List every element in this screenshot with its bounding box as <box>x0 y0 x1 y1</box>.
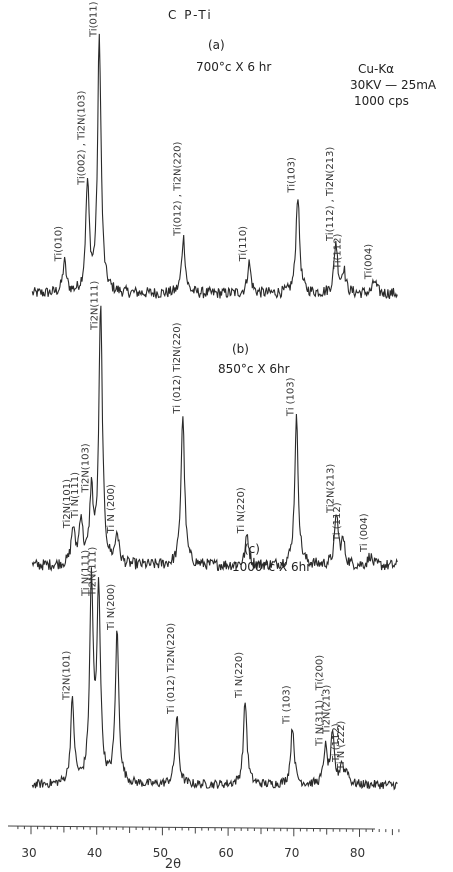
panel-a-condition: 700°c X 6 hr <box>196 60 272 74</box>
peak-label: Ti (103) <box>282 685 293 725</box>
peak-label: Ti (004) <box>359 513 370 553</box>
x-tick-label: 70 <box>284 846 299 860</box>
peak-label: Ti (112) <box>332 502 343 542</box>
x-tick-label: 40 <box>87 846 102 860</box>
material-title: C P-Ti <box>168 8 213 22</box>
x-tick-label: 80 <box>350 846 365 860</box>
panel-c-condition: 1000°c X 6hr <box>232 560 312 574</box>
peak-label: Ti(011) <box>88 1 99 38</box>
peak-label: Ti N(311) , Ti(200) <box>314 655 325 747</box>
peak-label: Ti N(200) <box>106 584 117 631</box>
spectra-layer <box>31 33 398 791</box>
peak-label: Ti (012) Ti2N(220) <box>172 322 183 414</box>
xray-power: 30KV — 25mA <box>350 78 437 92</box>
peak-label: Ti(112) , Ti2N(213) <box>325 147 336 242</box>
peak-label: Ti N(220) <box>234 652 245 699</box>
peak-label: Ti N (222) <box>336 721 347 771</box>
x-tick-label: 50 <box>153 846 168 860</box>
x-axis-line <box>7 825 376 830</box>
peak-label: Ti2N(111) <box>88 547 99 597</box>
x-tick-label: 30 <box>21 846 36 860</box>
peak-label: Ti N(220) <box>236 487 247 534</box>
peak-label: Ti(002) , Ti2N(103) <box>77 90 88 185</box>
panel-c-label: (c) <box>244 542 260 556</box>
spectrum-line-b <box>31 305 398 572</box>
panel-b-condition: 850°c X 6hr <box>218 362 290 376</box>
peak-label: Ti (112) <box>331 723 342 763</box>
peak-label: Ti N(111) <box>70 472 81 519</box>
peak-label: Ti2N(103) <box>80 443 91 493</box>
peak-label: Ti2N(213) <box>326 464 337 514</box>
peak-label: Ti2N(213) <box>322 685 333 735</box>
peak-label: Ti (103) <box>285 377 296 417</box>
panel-b-label: (b) <box>232 342 249 356</box>
peak-label: Ti(010) <box>54 226 65 263</box>
x-axis: 30 40 50 60 70 80 <box>7 825 400 860</box>
peak-label: Ti2N(101) <box>62 479 73 529</box>
x-axis-title: 2θ <box>165 857 181 872</box>
spectrum-line-c <box>31 567 398 791</box>
peak-label: Ti N(111) <box>80 550 91 597</box>
peak-label: Ti(004) <box>364 244 375 281</box>
peak-label: Ti2N(101) <box>61 651 72 701</box>
spectrum-line-a <box>31 33 398 300</box>
peak-labels-layer: Ti(010) Ti(002) , Ti2N(103) Ti(011) Ti(012)… <box>54 1 375 771</box>
panel-a-label: (a) <box>208 38 225 52</box>
xray-source: Cu-Kα <box>358 62 395 76</box>
count-rate: 1000 cps <box>354 94 409 108</box>
peak-label: Ti(112) <box>333 234 344 271</box>
peak-label: Ti (012) Ti2N(220) <box>166 623 177 715</box>
peak-label: Ti(012) , Ti2N(220) <box>172 141 183 236</box>
peak-label: Ti(110) <box>238 226 249 263</box>
x-tick-label: 60 <box>218 846 233 860</box>
peak-label: Ti(103) <box>287 157 298 194</box>
peak-label: Ti2N(111) <box>90 281 101 331</box>
peak-label: Ti N (200) <box>106 484 117 534</box>
